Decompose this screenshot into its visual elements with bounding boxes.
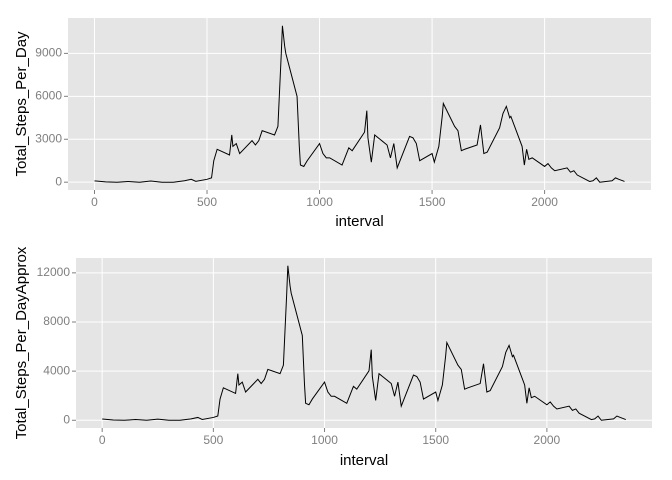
- y-tick-label: 4000: [43, 363, 70, 377]
- x-tick-label: 0: [99, 433, 106, 447]
- x-tick-label: 1000: [306, 195, 333, 209]
- x-tick-label: 2000: [531, 195, 558, 209]
- y-tick-label: 0: [55, 174, 62, 188]
- x-axis-title: interval: [340, 452, 388, 469]
- y-tick-label: 8000: [43, 314, 70, 328]
- y-axis-title: Total_Steps_Per_Day: [13, 31, 30, 177]
- y-tick-label: 12000: [37, 265, 71, 279]
- data-line: [94, 25, 625, 183]
- x-tick-label: 2000: [534, 433, 561, 447]
- panel-background: [76, 258, 652, 428]
- panel-background: [68, 18, 651, 190]
- x-tick-label: 1500: [422, 433, 449, 447]
- x-tick-label: 1500: [419, 195, 446, 209]
- y-tick-label: 0: [63, 412, 70, 426]
- y-axis-title: Total_Steps_Per_DayApprox: [13, 246, 30, 439]
- data-line: [102, 265, 626, 421]
- x-tick-label: 1000: [311, 433, 338, 447]
- y-tick-label: 3000: [35, 131, 62, 145]
- x-axis-title: interval: [335, 213, 383, 230]
- x-tick-label: 0: [91, 195, 98, 209]
- x-tick-label: 500: [197, 195, 217, 209]
- y-tick-label: 6000: [35, 88, 62, 102]
- x-tick-label: 500: [203, 433, 223, 447]
- y-tick-label: 9000: [35, 46, 62, 60]
